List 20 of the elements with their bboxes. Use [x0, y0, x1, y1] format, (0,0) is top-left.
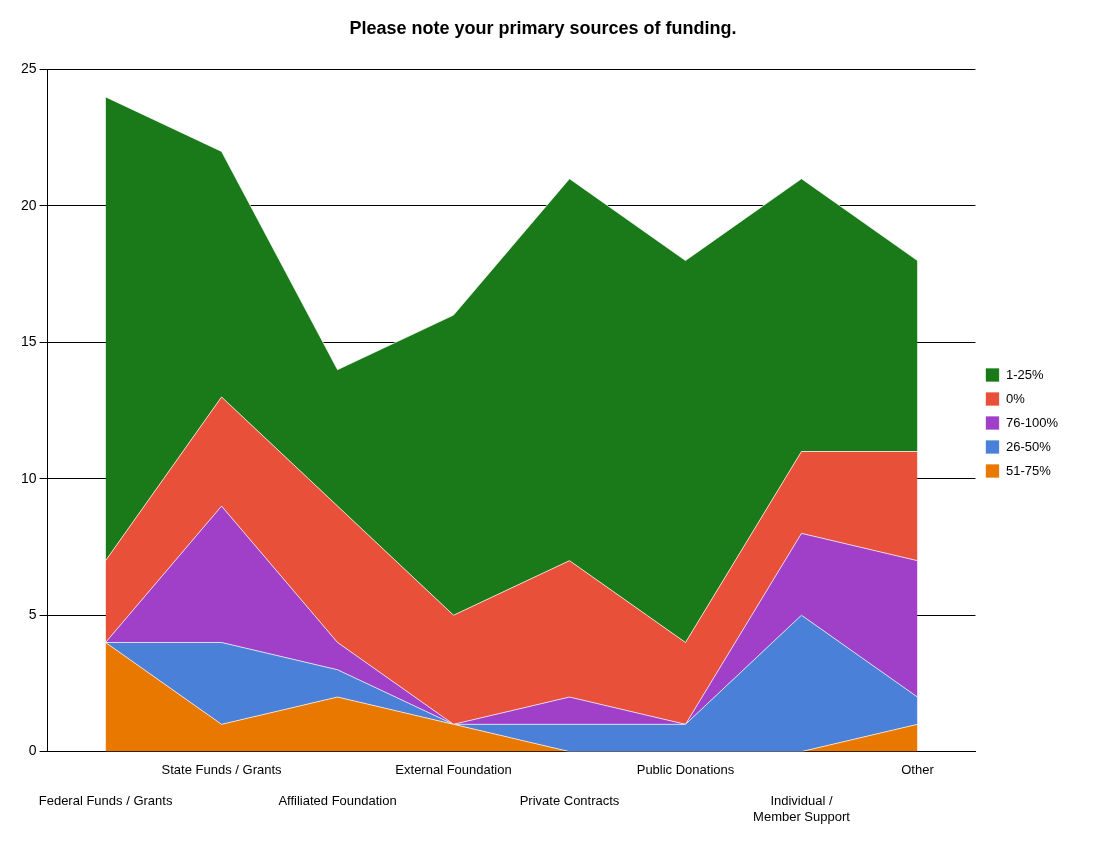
- y-tick-label: 15: [20, 333, 37, 350]
- x-tick-label: Federal Funds / Grants: [38, 793, 173, 809]
- x-tick-label: Public Donations: [636, 761, 735, 777]
- x-tick-label: Private Contracts: [519, 793, 620, 809]
- chart-title: Please note your primary sources of funding.: [349, 17, 737, 38]
- x-tick-label: Affiliated Foundation: [278, 793, 397, 809]
- y-tick-label: 0: [28, 742, 37, 759]
- y-tick-label: 20: [20, 196, 37, 213]
- legend-label: 51-75%: [1005, 462, 1052, 478]
- legend-label: 26-50%: [1005, 438, 1052, 454]
- legend-label: 0%: [1005, 390, 1026, 406]
- x-tick-label: Other: [901, 761, 935, 777]
- y-tick-label: 5: [28, 606, 37, 623]
- y-tick-label: 25: [20, 60, 37, 77]
- legend-label: 76-100%: [1005, 414, 1059, 430]
- x-tick-label: State Funds / Grants: [161, 761, 283, 777]
- x-tick-label: External Foundation: [395, 761, 512, 777]
- legend-label: 1-25%: [1005, 366, 1044, 382]
- x-tick-label: Individual / Member Support: [753, 793, 851, 824]
- y-tick-label: 10: [20, 469, 37, 486]
